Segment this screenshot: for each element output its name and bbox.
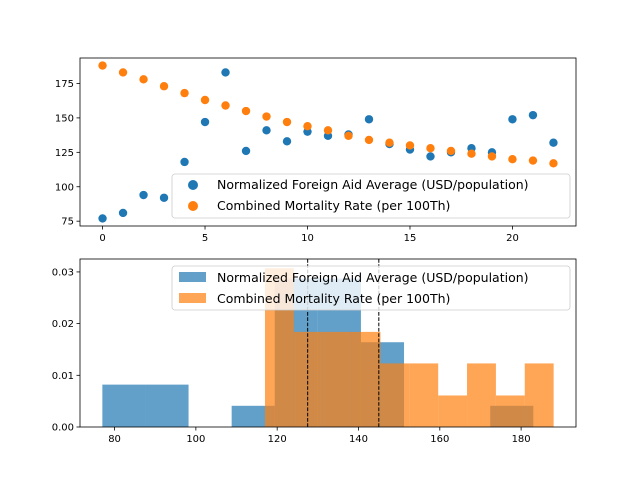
mortality-point-8 <box>262 112 271 121</box>
mortality-bin-9 <box>524 363 554 427</box>
aid-point-5 <box>200 117 210 127</box>
mortality-point-0 <box>98 61 107 70</box>
mortality-point-15 <box>405 141 415 150</box>
histogram-xtick-label-80: 80 <box>108 434 121 445</box>
aid-bin-0 <box>102 384 146 427</box>
mortality-bin-4 <box>380 363 410 427</box>
mortality-point-9 <box>282 117 292 127</box>
aid-point-1 <box>118 208 128 218</box>
aid-point-16 <box>426 152 435 161</box>
aid-bin-3 <box>231 405 275 427</box>
mortality-point-1 <box>118 68 128 77</box>
histogram-legend-box <box>171 265 571 311</box>
histogram-ytick-label-3: 0.03 <box>52 267 74 278</box>
scatter-ytick-label-175: 175 <box>55 79 74 90</box>
mortality-point-3 <box>159 82 169 91</box>
mortality-bin-2 <box>322 331 352 427</box>
mortality-point-14 <box>385 138 394 147</box>
histogram-legend-label-mortality: Combined Mortality Rate (per 100Th) <box>217 291 450 306</box>
mortality-point-20 <box>508 155 517 164</box>
aid-point-2 <box>139 190 148 200</box>
scatter-legend: Normalized Foreign Aid Average (USD/popu… <box>171 173 571 219</box>
scatter-xtick-label-15: 15 <box>404 233 417 244</box>
mortality-point-4 <box>180 88 189 98</box>
mortality-bin-7 <box>467 363 496 427</box>
mortality-point-19 <box>487 152 497 161</box>
aid-bin-1 <box>145 384 189 427</box>
scatter-xtick-label-0: 0 <box>99 233 105 244</box>
aid-point-7 <box>241 146 251 156</box>
scatter-legend-label-mortality: Combined Mortality Rate (per 100Th) <box>217 198 450 213</box>
mortality-bin-8 <box>495 395 525 427</box>
aid-point-3 <box>159 193 169 202</box>
scatter-ytick-label-150: 150 <box>55 113 74 124</box>
scatter-axes-frame <box>79 57 577 227</box>
histogram-xtick-label-100: 100 <box>186 434 205 445</box>
mortality-point-2 <box>139 75 148 84</box>
mortality-point-17 <box>446 146 456 156</box>
aid-point-13 <box>364 115 374 124</box>
scatter-ticks: 0 5 10 15 20 75 100 125 150 175 <box>55 79 519 244</box>
scatter-marks <box>98 61 558 223</box>
mortality-point-11 <box>323 126 333 135</box>
histogram-ticks: 80 100 120 140 160 180 0.00 0.01 0.02 0.03 <box>52 267 531 445</box>
scatter-legend-marker-mortality <box>188 201 198 211</box>
histogram-legend: Normalized Foreign Aid Average (USD/popu… <box>171 265 571 311</box>
mortality-point-12 <box>344 131 353 140</box>
mortality-point-7 <box>241 106 251 116</box>
histogram-xtick-label-180: 180 <box>512 434 531 445</box>
scatter-ytick-label-125: 125 <box>55 148 74 159</box>
scatter-legend-marker-aid <box>188 180 198 190</box>
mortality-bin-1 <box>293 331 323 427</box>
histogram-ytick-label-2: 0.02 <box>52 319 74 330</box>
scatter-xtick-label-10: 10 <box>301 233 314 244</box>
scatter-xtick-label-20: 20 <box>506 233 519 244</box>
aid-point-0 <box>98 214 107 223</box>
aid-point-6 <box>221 68 230 77</box>
scatter-ytick-label-100: 100 <box>55 182 74 193</box>
mortality-point-22 <box>549 159 558 168</box>
aid-point-4 <box>180 157 189 167</box>
scatter-subplot: 0 5 10 15 20 75 100 125 150 175 Normalized Foreig… <box>55 57 577 244</box>
histogram-xtick-label-140: 140 <box>349 434 368 445</box>
mortality-point-13 <box>364 135 374 145</box>
histogram-subplot: 80 100 120 140 160 180 0.00 0.01 0.02 0.03 Normal… <box>52 258 577 445</box>
mortality-point-5 <box>200 95 210 105</box>
aid-point-22 <box>549 138 558 147</box>
histogram-xtick-label-160: 160 <box>430 434 449 445</box>
mortality-point-21 <box>528 156 538 165</box>
mortality-point-16 <box>426 144 435 153</box>
histogram-legend-swatch-mortality <box>179 293 206 303</box>
scatter-legend-label-aid: Normalized Foreign Aid Average (USD/popu… <box>217 177 529 192</box>
histogram-axes-frame <box>79 258 577 428</box>
mortality-point-6 <box>221 101 230 110</box>
mortality-point-18 <box>467 149 476 158</box>
mortality-point-10 <box>303 121 312 131</box>
scatter-legend-box <box>171 173 571 219</box>
histogram-ytick-label-0: 0.00 <box>52 423 74 434</box>
histogram-xtick-label-120: 120 <box>268 434 287 445</box>
scatter-xtick-label-5: 5 <box>202 233 208 244</box>
histogram-legend-label-aid: Normalized Foreign Aid Average (USD/popu… <box>217 270 529 285</box>
mortality-bin-5 <box>409 363 439 427</box>
mortality-bin-6 <box>438 395 468 427</box>
mortality-bin-3 <box>351 331 381 427</box>
aid-point-20 <box>508 115 517 124</box>
aid-point-8 <box>262 126 271 135</box>
scatter-ytick-label-75: 75 <box>61 217 74 228</box>
histogram-ytick-label-1: 0.01 <box>52 371 74 382</box>
histogram-legend-swatch-aid <box>179 272 206 282</box>
aid-point-21 <box>528 110 538 120</box>
aid-point-9 <box>282 137 292 146</box>
